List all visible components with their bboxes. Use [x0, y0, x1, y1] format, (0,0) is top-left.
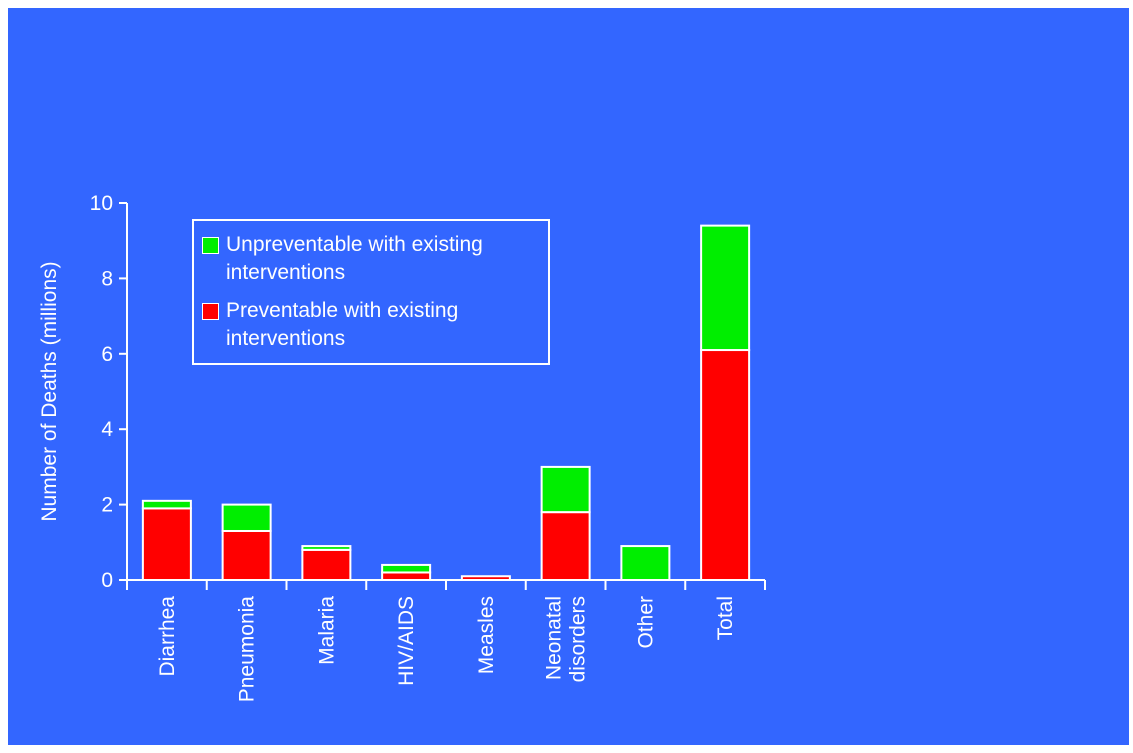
y-tick-label-0: 0: [101, 569, 113, 592]
y-tick-label-1: 2: [101, 494, 113, 517]
bar-preventable-5: [540, 511, 591, 582]
legend-swatch-preventable: [202, 303, 219, 320]
x-tick-label-5: Neonataldisorders: [543, 596, 590, 682]
bar-preventable-7: [700, 349, 751, 581]
x-tick-label-1: Pneumonia: [236, 596, 259, 703]
y-tick-label-3: 6: [101, 343, 113, 366]
legend-swatch-unpreventable: [202, 237, 219, 254]
bar-unpreventable-5: [540, 465, 591, 514]
bar-preventable-0: [141, 507, 192, 581]
x-tick-label-6: Other: [634, 596, 657, 649]
x-tick-label-line: Neonatal: [543, 596, 566, 680]
x-tick-label-line: HIV/AIDS: [395, 596, 418, 686]
bar-preventable-2: [301, 548, 352, 582]
legend-label-unpreventable: Unpreventable with existing intervention…: [226, 233, 483, 284]
y-axis-label: Number of Deaths (millions): [38, 261, 61, 521]
x-tick-label-3: HIV/AIDS: [395, 596, 418, 686]
bar-unpreventable-3: [381, 563, 432, 574]
chart-legend: Unpreventable with existing intervention…: [192, 219, 550, 365]
x-tick-label-7: Total: [714, 596, 737, 640]
x-tick-label-line: Diarrhea: [156, 596, 179, 677]
x-tick-label-line: Total: [714, 596, 737, 640]
x-tick-label-line: Other: [634, 596, 657, 649]
legend-item-preventable: Preventable with existing interventions: [202, 297, 548, 353]
bar-preventable-3: [381, 571, 432, 582]
x-tick-label-2: Malaria: [315, 596, 338, 665]
x-tick-label-4: Measles: [475, 596, 498, 674]
bar-unpreventable-7: [700, 224, 751, 352]
x-tick-label-line: disorders: [567, 596, 590, 682]
bar-preventable-1: [221, 529, 272, 581]
x-tick-label-0: Diarrhea: [156, 596, 179, 677]
bar-unpreventable-6: [620, 545, 671, 582]
y-tick-label-4: 8: [101, 267, 113, 290]
bar-unpreventable-0: [141, 499, 192, 510]
slide-background: 0 2 4 6 8 10 Diarrhea Pneumonia Malaria HIV/AIDS M…: [8, 8, 1129, 745]
legend-label-preventable: Preventable with existing interventions: [226, 299, 459, 350]
x-tick-label-line: Measles: [475, 596, 498, 674]
y-tick-label-2: 4: [101, 418, 113, 441]
stacked-bar-chart: 0 2 4 6 8 10 Diarrhea Pneumonia Malaria HIV/AIDS M…: [38, 192, 766, 703]
bar-unpreventable-2: [301, 545, 352, 551]
bar-unpreventable-1: [221, 503, 272, 532]
legend-item-unpreventable: Unpreventable with existing intervention…: [202, 231, 548, 287]
x-tick-label-line: Malaria: [315, 596, 338, 665]
y-tick-label-5: 10: [90, 192, 113, 215]
x-tick-label-line: Pneumonia: [236, 596, 259, 703]
